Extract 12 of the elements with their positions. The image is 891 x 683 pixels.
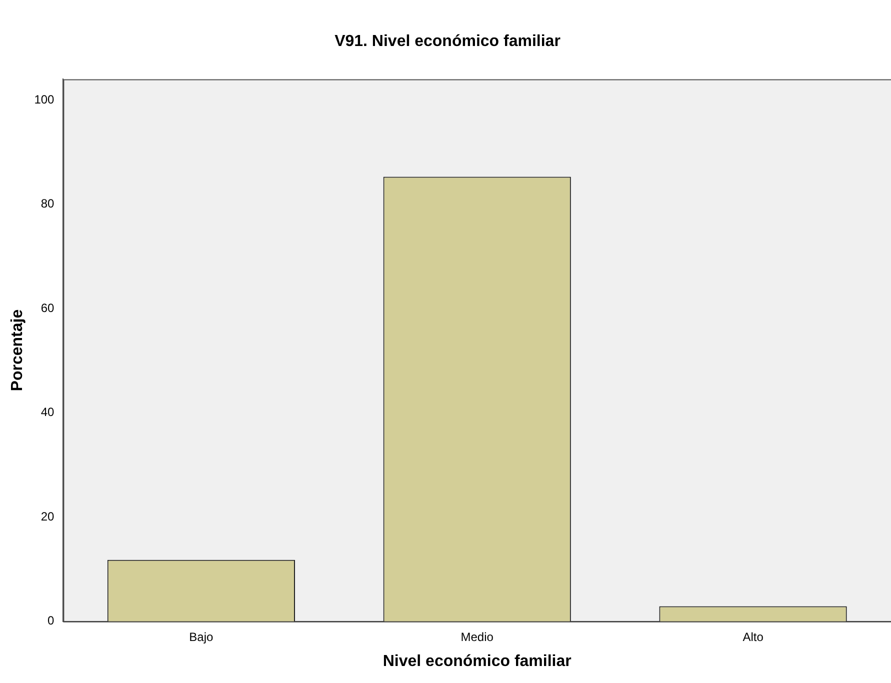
- chart-title: V91. Nivel económico familiar: [334, 33, 560, 50]
- y-axis-title: Porcentaje: [9, 309, 26, 392]
- y-tick-label: 80: [40, 196, 55, 211]
- x-tick-label: Bajo: [189, 630, 214, 644]
- y-tick-label: 20: [40, 509, 55, 524]
- y-tick-label: 0: [48, 614, 55, 628]
- y-tick-label: 60: [40, 300, 55, 315]
- y-tick-label: 100: [34, 92, 55, 106]
- x-axis-title: Nivel económico familiar: [382, 652, 572, 670]
- y-tick-label: 40: [40, 405, 55, 420]
- x-tick-label: Medio: [460, 630, 494, 644]
- x-tick-label: Alto: [742, 630, 764, 644]
